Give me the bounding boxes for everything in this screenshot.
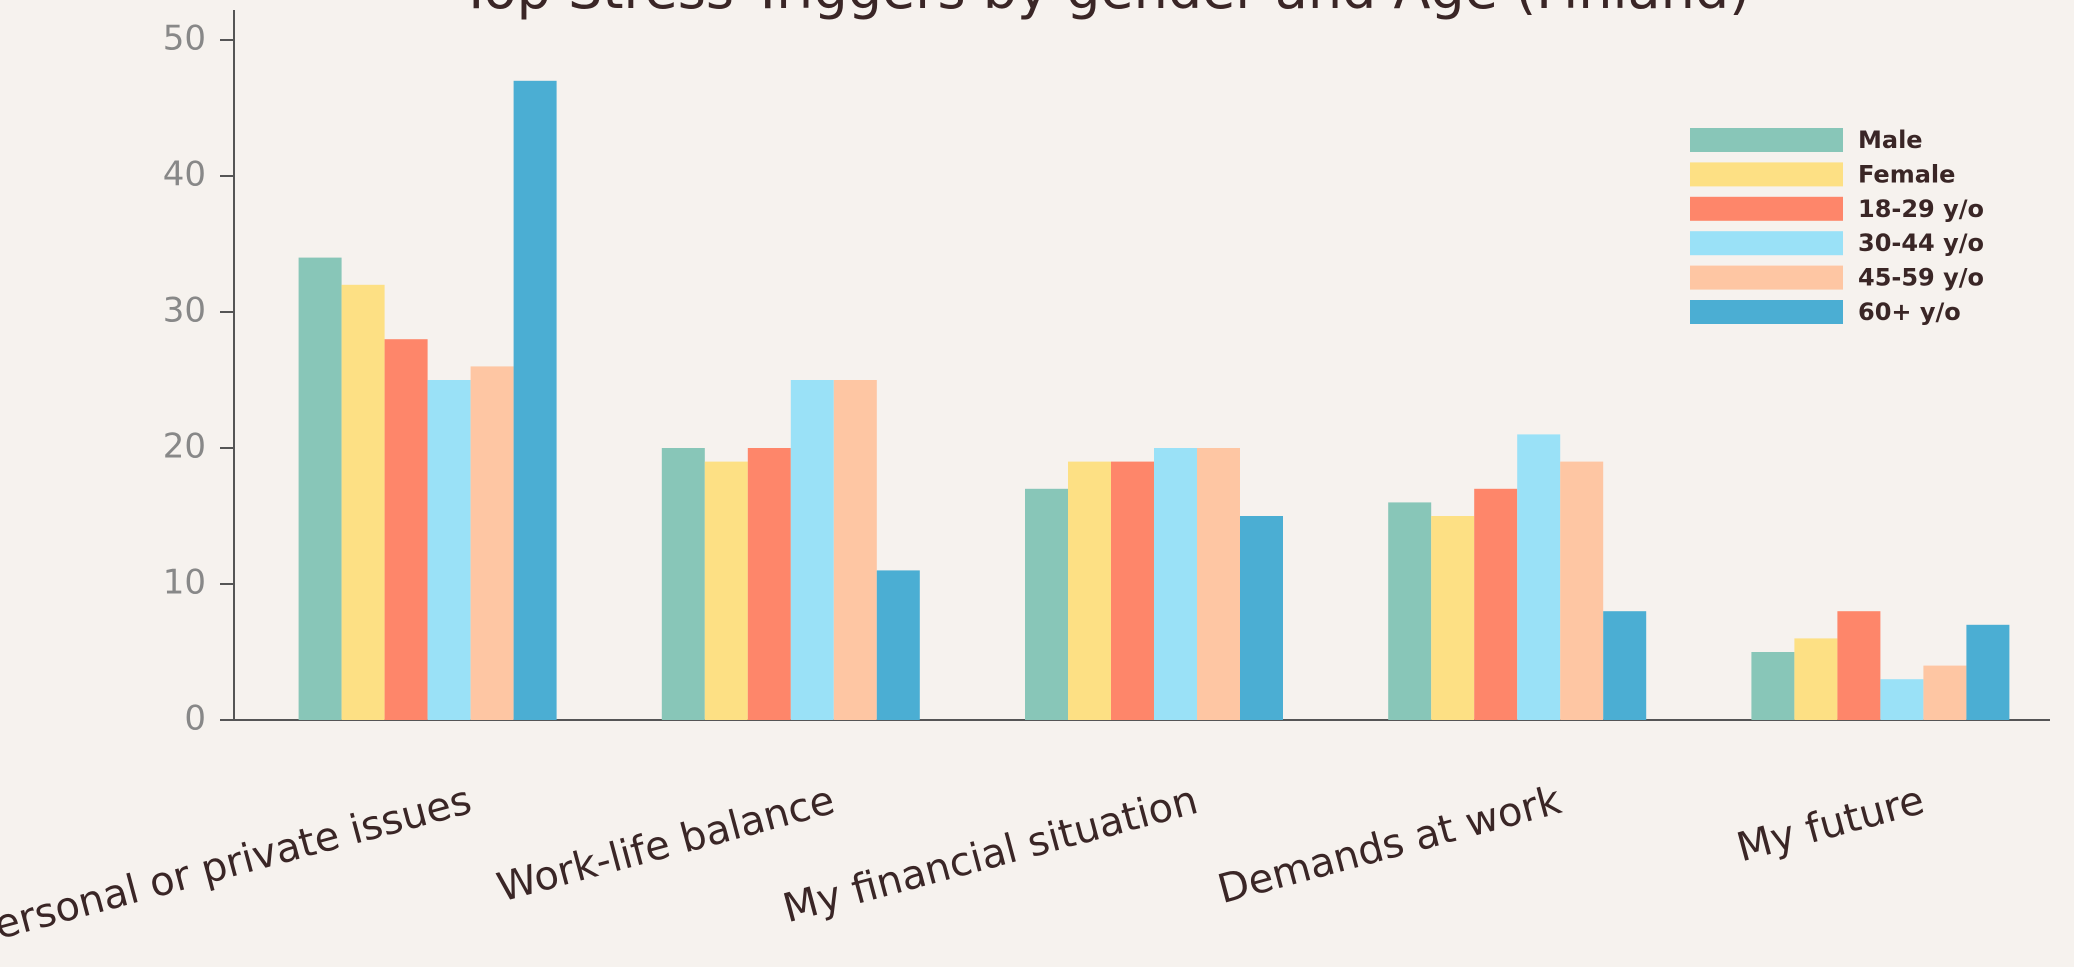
- y-tick-label: 10: [163, 563, 206, 603]
- bar: [1240, 516, 1283, 720]
- bar: [661, 448, 705, 720]
- x-tick-label: Personal or private issues: [0, 777, 476, 954]
- bar: [1837, 611, 1881, 720]
- legend-swatch: [1690, 128, 1843, 152]
- bar: [876, 570, 920, 720]
- bar: [1794, 638, 1838, 720]
- bar: [1923, 665, 1967, 720]
- bar: [1474, 488, 1518, 720]
- y-tick-label: 50: [163, 19, 206, 59]
- bar: [1197, 448, 1240, 720]
- bar: [704, 461, 748, 720]
- bar: [1603, 611, 1647, 720]
- y-tick-label: 20: [163, 427, 206, 467]
- bar: [341, 284, 385, 720]
- bar: [1431, 516, 1475, 720]
- x-tick-label: My financial situation: [778, 777, 1202, 932]
- legend-swatch: [1690, 196, 1843, 221]
- bar: [513, 80, 557, 721]
- bar: [1388, 502, 1432, 720]
- legend-label: 18-29 y/o: [1858, 195, 1984, 223]
- legend-swatch: [1690, 162, 1843, 187]
- legend-swatch: [1690, 231, 1843, 256]
- legend-swatch: [1690, 300, 1843, 324]
- bar: [1111, 461, 1154, 720]
- bar: [470, 366, 514, 720]
- y-tick-label: 0: [184, 699, 206, 739]
- legend-label: 30-44 y/o: [1858, 229, 1984, 257]
- bar: [1880, 679, 1924, 720]
- legend-label: 60+ y/o: [1858, 298, 1961, 326]
- legend-label: Female: [1858, 160, 1955, 188]
- legend-swatch: [1690, 265, 1843, 290]
- bar: [298, 257, 342, 720]
- bar: [384, 339, 428, 720]
- bar: [1068, 461, 1111, 720]
- y-tick-label: 30: [163, 291, 206, 331]
- bar: [833, 380, 877, 720]
- bar: [790, 380, 834, 720]
- bar: [1560, 461, 1604, 720]
- bar: [747, 448, 791, 720]
- x-tick-label: Demands at work: [1213, 777, 1567, 913]
- bar: [1025, 488, 1068, 720]
- y-tick-label: 40: [163, 155, 206, 195]
- bar: [1517, 434, 1561, 720]
- x-tick-label: My future: [1732, 777, 1929, 871]
- legend-label: Male: [1858, 126, 1923, 154]
- legend-label: 45-59 y/o: [1858, 264, 1984, 292]
- bar: [1751, 652, 1795, 720]
- bar: [1154, 448, 1197, 720]
- chart-title: Top Stress Triggers by gender and Age (F…: [459, 0, 1750, 21]
- bar: [1966, 624, 2010, 720]
- bar: [427, 380, 471, 720]
